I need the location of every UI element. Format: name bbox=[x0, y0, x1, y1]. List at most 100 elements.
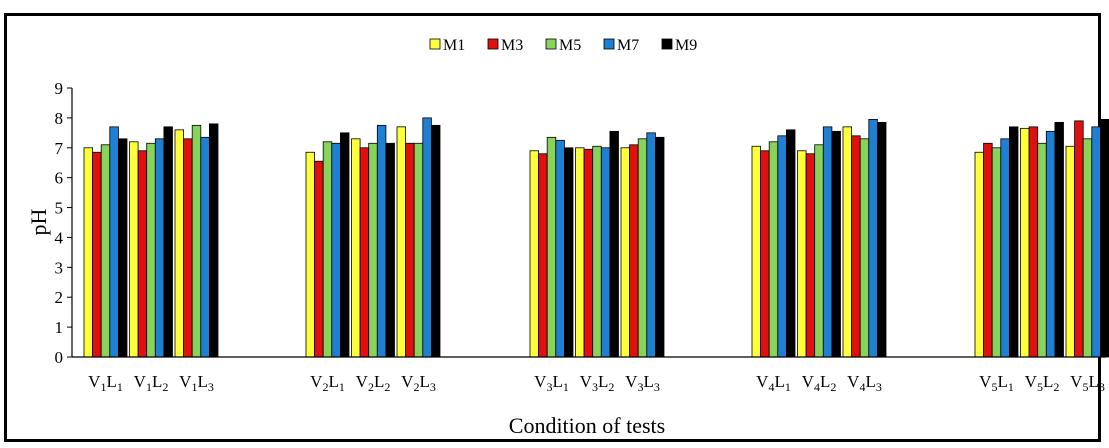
bar-m7 bbox=[555, 139, 565, 358]
bar-m9 bbox=[1100, 118, 1109, 358]
bar-m5 bbox=[814, 144, 824, 358]
bar-m3 bbox=[760, 150, 770, 358]
x-tick-label: V2L2 bbox=[356, 372, 391, 394]
legend-swatch bbox=[545, 38, 557, 50]
bar-m5 bbox=[592, 145, 602, 358]
x-tick-letter: L bbox=[997, 372, 1007, 391]
x-tick-letter: L bbox=[374, 372, 384, 391]
x-axis-title: Condition of tests bbox=[509, 413, 665, 438]
bar-m5 bbox=[768, 141, 779, 358]
bar-m1 bbox=[305, 151, 316, 358]
bar-m1 bbox=[797, 150, 807, 358]
x-tick-label: V5L2 bbox=[1025, 372, 1060, 394]
legend-label: M9 bbox=[675, 37, 697, 54]
x-tick-letter: V bbox=[134, 372, 147, 391]
bar-m9 bbox=[564, 147, 574, 358]
bar-m1 bbox=[83, 147, 94, 358]
bar-m9 bbox=[655, 136, 665, 358]
bar-m1 bbox=[1065, 145, 1076, 358]
bar-m7 bbox=[376, 124, 387, 358]
x-tick-letter: L bbox=[197, 372, 207, 391]
bar-m3 bbox=[583, 148, 594, 358]
x-tick-label: V4L2 bbox=[802, 372, 837, 394]
x-tick-label: V1L2 bbox=[134, 372, 169, 394]
bar-m9 bbox=[385, 142, 395, 358]
x-tick-subscript: 1 bbox=[100, 380, 106, 394]
x-tick-letter: V bbox=[88, 372, 101, 391]
x-tick-letter: V bbox=[847, 372, 860, 391]
legend-swatch bbox=[603, 38, 615, 50]
bar-m7 bbox=[422, 117, 432, 358]
x-tick-subscript: 3 bbox=[637, 380, 643, 394]
x-tick-letter: L bbox=[106, 372, 116, 391]
legend-item-m5: M5 bbox=[545, 37, 581, 54]
legend-item-m3: M3 bbox=[487, 37, 523, 54]
x-tick-letter: L bbox=[643, 372, 653, 391]
x-tick-letter: L bbox=[328, 372, 338, 391]
x-tick-subscript: 1 bbox=[1008, 380, 1014, 394]
x-tick-letter: V bbox=[401, 372, 414, 391]
y-tick-label: 3 bbox=[55, 258, 64, 277]
y-tick-label: 7 bbox=[55, 139, 64, 158]
x-tick-letter: V bbox=[802, 372, 815, 391]
x-tick-label: V3L2 bbox=[580, 372, 615, 394]
bar-m5 bbox=[1082, 138, 1093, 358]
x-tick-subscript: 3 bbox=[430, 380, 436, 394]
bar-m9 bbox=[786, 129, 796, 358]
bar-m3 bbox=[1028, 126, 1039, 358]
bar-m7 bbox=[331, 142, 341, 358]
legend-item-m9: M9 bbox=[661, 37, 697, 54]
legend-item-m7: M7 bbox=[603, 37, 639, 54]
bar-m3 bbox=[983, 142, 993, 358]
x-tick-subscript: 1 bbox=[785, 380, 791, 394]
x-tick-subscript: 2 bbox=[368, 380, 374, 394]
x-tick-label: V1L1 bbox=[88, 372, 123, 394]
x-tick-label: V4L3 bbox=[847, 372, 882, 394]
legend-swatch bbox=[487, 38, 499, 50]
x-tick-label: V5L3 bbox=[1070, 372, 1105, 394]
bar-m5 bbox=[146, 142, 156, 358]
bar-m3 bbox=[405, 142, 415, 358]
bar-m3 bbox=[183, 138, 193, 358]
bar-m7 bbox=[200, 136, 210, 358]
bar-m1 bbox=[751, 145, 762, 358]
x-tick-subscript: 2 bbox=[413, 380, 419, 394]
bar-m7 bbox=[822, 126, 833, 358]
x-tick-letter: L bbox=[1043, 372, 1053, 391]
bar-m3 bbox=[314, 160, 324, 358]
x-tick-subscript: 2 bbox=[608, 380, 614, 394]
x-tick-subscript: 3 bbox=[1099, 380, 1105, 394]
x-tick-subscript: 1 bbox=[339, 380, 345, 394]
x-tick-letter: L bbox=[552, 372, 562, 391]
x-tick-letter: L bbox=[152, 372, 162, 391]
legend-label: M1 bbox=[443, 37, 465, 54]
bar-m1 bbox=[396, 126, 407, 358]
bar-m9 bbox=[208, 123, 219, 358]
bar-m7 bbox=[154, 138, 165, 358]
x-tick-subscript: 2 bbox=[830, 380, 836, 394]
bar-m9 bbox=[163, 126, 173, 358]
bar-m1 bbox=[529, 150, 540, 358]
bar-m9 bbox=[1054, 121, 1064, 358]
legend-label: M7 bbox=[617, 37, 639, 54]
bar-m5 bbox=[546, 136, 557, 358]
bar-m9 bbox=[118, 138, 128, 358]
x-tick-letter: V bbox=[1070, 372, 1083, 391]
y-tick-label: 1 bbox=[55, 318, 64, 337]
x-tick-subscript: 1 bbox=[146, 380, 152, 394]
x-tick-letter: V bbox=[534, 372, 547, 391]
x-tick-letter: V bbox=[580, 372, 593, 391]
x-tick-label: V4L1 bbox=[756, 372, 791, 394]
y-tick-label: 8 bbox=[55, 109, 64, 128]
x-tick-subscript: 4 bbox=[859, 380, 865, 394]
x-tick-label: V5L1 bbox=[979, 372, 1014, 394]
bar-m7 bbox=[1091, 126, 1101, 358]
x-tick-subscript: 2 bbox=[1053, 380, 1059, 394]
x-tick-subscript: 1 bbox=[117, 380, 123, 394]
x-tick-label: V3L1 bbox=[534, 372, 569, 394]
x-tick-subscript: 2 bbox=[322, 380, 328, 394]
legend-swatch bbox=[429, 38, 441, 50]
bar-m9 bbox=[831, 130, 841, 358]
legend: M1 M3 M5 M7 M9 bbox=[429, 37, 697, 54]
